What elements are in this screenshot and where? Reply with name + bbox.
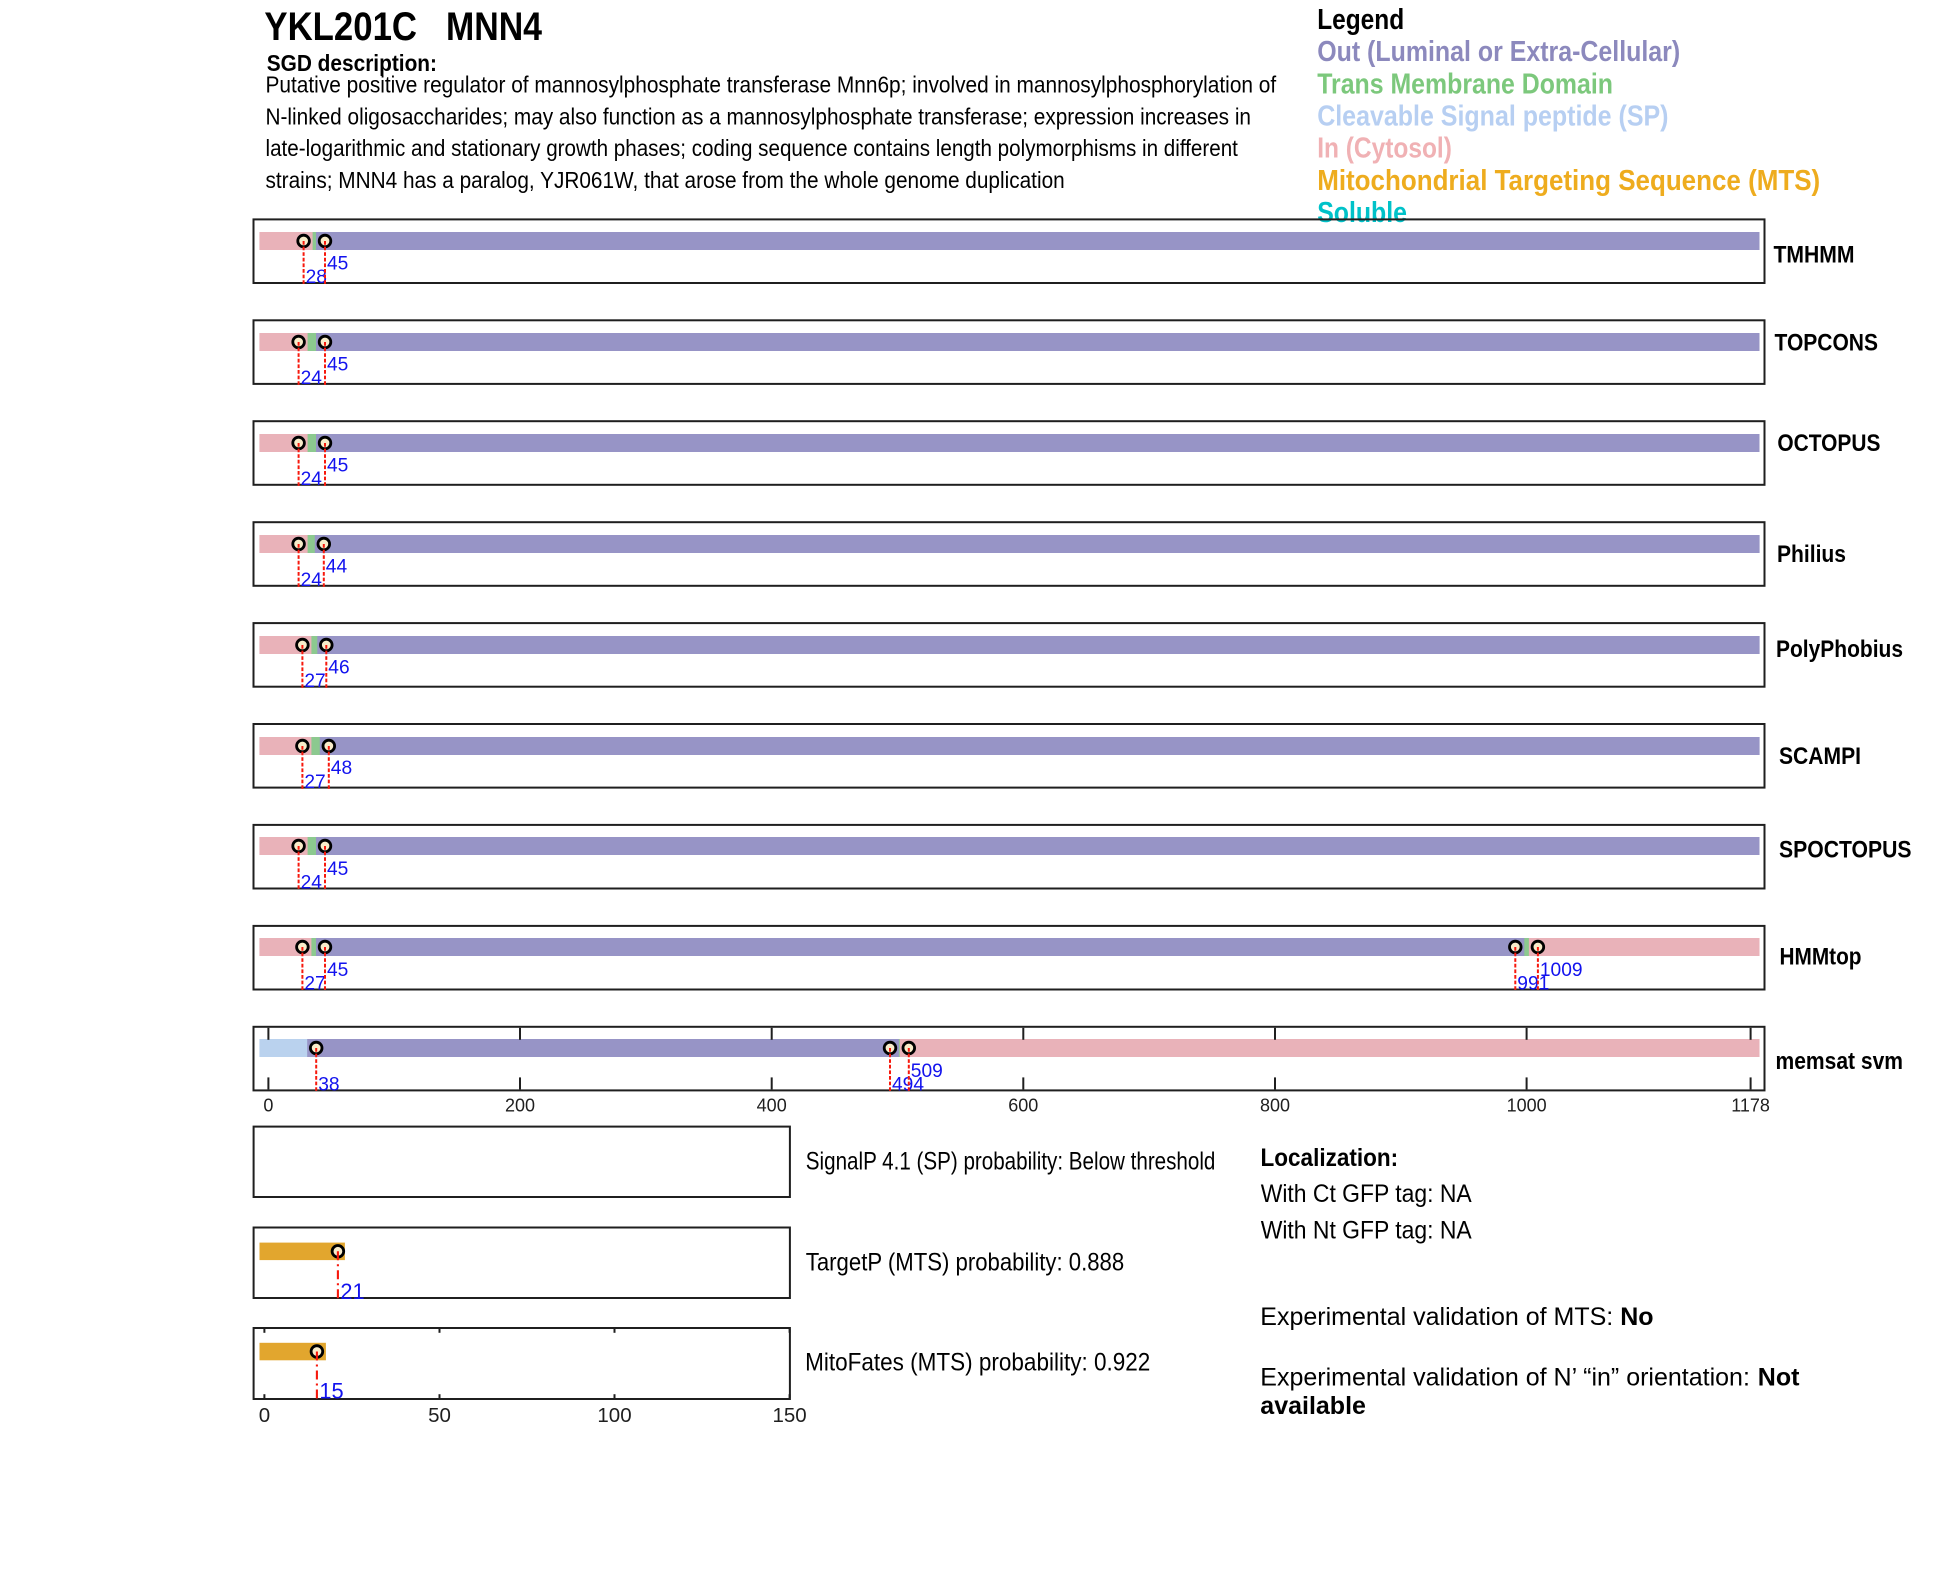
svg-text:Soluble: Soluble (1317, 197, 1407, 229)
svg-text:TOPCONS: TOPCONS (1775, 329, 1879, 356)
svg-text:100: 100 (597, 1404, 631, 1427)
svg-text:available: available (1260, 1392, 1366, 1420)
svg-text:Legend: Legend (1317, 4, 1404, 36)
svg-text:24: 24 (301, 469, 323, 490)
svg-text:24: 24 (301, 368, 323, 389)
svg-text:509: 509 (911, 1061, 943, 1082)
svg-text:Not: Not (1758, 1364, 1800, 1392)
svg-text:Cleavable Signal peptide (SP): Cleavable Signal peptide (SP) (1317, 101, 1668, 133)
svg-text:0: 0 (259, 1404, 270, 1427)
svg-text:27: 27 (304, 671, 325, 692)
svg-text:48: 48 (331, 758, 352, 779)
svg-text:45: 45 (327, 355, 348, 376)
svg-text:No: No (1620, 1303, 1653, 1331)
svg-text:1009: 1009 (1540, 960, 1583, 981)
svg-text:24: 24 (301, 570, 323, 591)
svg-text:Experimental validation of N’: Experimental validation of N’ “in” orien… (1260, 1364, 1750, 1392)
svg-text:Putative positive regulator of: Putative positive regulator of mannosylp… (266, 71, 1277, 97)
svg-text:N-linked oligosaccharides; may: N-linked oligosaccharides; may also func… (266, 103, 1252, 129)
svg-text:Experimental validation of MTS: Experimental validation of MTS: (1260, 1303, 1613, 1331)
svg-text:With Nt GFP tag: NA: With Nt GFP tag: NA (1261, 1216, 1472, 1244)
svg-text:Trans Membrane Domain: Trans Membrane Domain (1317, 68, 1613, 100)
svg-text:45: 45 (327, 455, 348, 476)
svg-text:HMMtop: HMMtop (1780, 944, 1862, 971)
svg-text:800: 800 (1260, 1096, 1290, 1116)
svg-text:991: 991 (1517, 974, 1549, 995)
svg-text:44: 44 (326, 556, 348, 577)
svg-text:150: 150 (772, 1404, 806, 1427)
svg-text:Out (Luminal or Extra-Cellular: Out (Luminal or Extra-Cellular) (1317, 36, 1680, 68)
svg-text:With Ct GFP tag: NA: With Ct GFP tag: NA (1261, 1180, 1472, 1208)
svg-text:27: 27 (304, 974, 325, 995)
svg-text:Philius: Philius (1777, 541, 1846, 568)
svg-text:Localization:: Localization: (1261, 1144, 1399, 1172)
svg-text:27: 27 (304, 772, 325, 793)
svg-text:24: 24 (301, 873, 323, 894)
svg-text:21: 21 (340, 1279, 364, 1304)
svg-text:SGD description:: SGD description: (267, 50, 437, 76)
svg-text:YKL201C: YKL201C (264, 5, 417, 49)
svg-text:late-logarithmic and stationar: late-logarithmic and stationary growth p… (266, 135, 1239, 161)
svg-text:45: 45 (327, 960, 348, 981)
svg-text:600: 600 (1008, 1096, 1038, 1116)
svg-text:TargetP (MTS) probability: 0.8: TargetP (MTS) probability: 0.888 (806, 1248, 1124, 1276)
svg-text:400: 400 (757, 1096, 787, 1116)
svg-text:SCAMPI: SCAMPI (1779, 743, 1861, 770)
svg-text:1178: 1178 (1731, 1096, 1770, 1116)
svg-text:In (Cytosol): In (Cytosol) (1317, 133, 1452, 165)
svg-text:SPOCTOPUS: SPOCTOPUS (1779, 837, 1912, 864)
svg-text:TMHMM: TMHMM (1774, 241, 1855, 268)
svg-text:MNN4: MNN4 (446, 5, 543, 49)
svg-text:memsat svm: memsat svm (1776, 1048, 1904, 1075)
svg-text:46: 46 (328, 657, 349, 678)
svg-text:15: 15 (319, 1379, 343, 1404)
svg-text:1000: 1000 (1507, 1096, 1547, 1116)
svg-text:strains; MNN4 has a paralog, Y: strains; MNN4 has a paralog, YJR061W, th… (266, 167, 1065, 193)
svg-text:0: 0 (263, 1096, 273, 1116)
svg-text:200: 200 (505, 1096, 535, 1116)
svg-text:28: 28 (306, 267, 327, 288)
svg-text:Mitochondrial Targeting Sequen: Mitochondrial Targeting Sequence (MTS) (1317, 165, 1820, 197)
svg-text:50: 50 (428, 1404, 451, 1427)
svg-text:PolyPhobius: PolyPhobius (1776, 636, 1903, 663)
svg-text:38: 38 (318, 1075, 339, 1096)
svg-text:45: 45 (327, 859, 348, 880)
svg-text:MitoFates (MTS) probability: 0: MitoFates (MTS) probability: 0.922 (805, 1348, 1150, 1376)
svg-text:OCTOPUS: OCTOPUS (1777, 430, 1880, 457)
svg-text:SignalP 4.1 (SP) probability:: SignalP 4.1 (SP) probability: Below thre… (806, 1148, 1216, 1176)
svg-text:45: 45 (327, 254, 348, 275)
